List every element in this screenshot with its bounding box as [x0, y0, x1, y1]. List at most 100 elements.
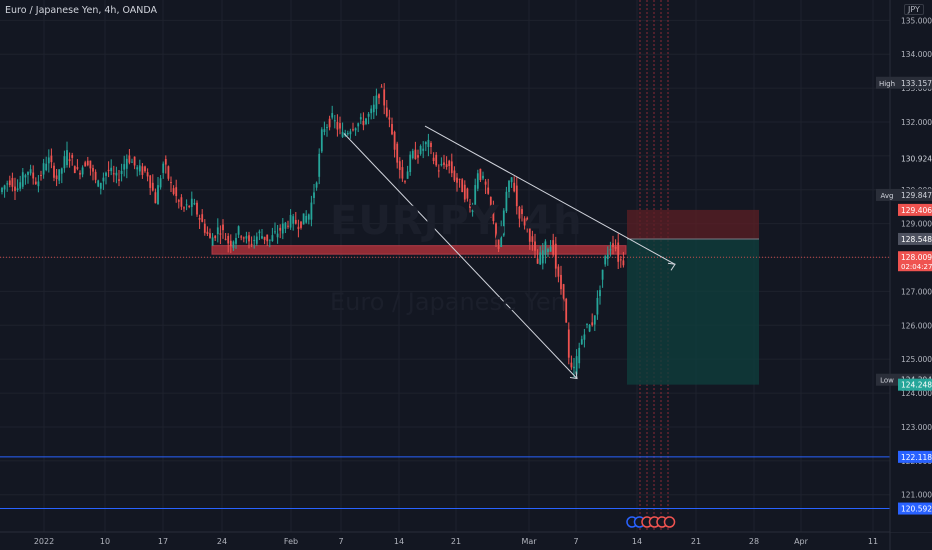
trendline-arrow-head [667, 262, 676, 271]
candle-up [162, 163, 165, 173]
candle-down [300, 221, 302, 228]
price-tag-value: 128.548 [901, 235, 932, 244]
candle-down [146, 172, 149, 177]
candle-down [570, 362, 573, 368]
candle-up [138, 165, 141, 172]
candle-up [539, 252, 542, 265]
candle-up [19, 182, 22, 189]
candle-up [115, 172, 118, 176]
candle-up [578, 347, 581, 364]
candle-down [151, 182, 154, 191]
candle-down [567, 329, 570, 358]
candle-up [471, 210, 474, 212]
candle-up [216, 227, 219, 235]
candle-down [497, 238, 500, 249]
price-tag-value: 120.592 [901, 505, 932, 514]
time-tick-label: 21 [691, 537, 701, 546]
candle-down [619, 259, 622, 261]
candle-down [565, 298, 568, 323]
candle-up [3, 185, 6, 190]
candle-down [242, 237, 245, 239]
candle-down [328, 118, 331, 128]
price-tag-value: 133.157 [901, 79, 932, 88]
candle-up [268, 239, 271, 241]
candle-down [528, 228, 531, 242]
candle-down [622, 260, 625, 266]
candle-down [378, 94, 380, 99]
candle-down [128, 155, 131, 163]
candle-down [396, 143, 399, 163]
candle-down [196, 202, 198, 215]
candle-down [437, 170, 440, 172]
candle-down [154, 192, 157, 204]
price-tag-bg [898, 203, 932, 216]
candle-down [492, 209, 495, 222]
watermark-name: Euro / Japanese Yen [330, 288, 566, 316]
resistance-zone [211, 245, 627, 255]
candle-down [164, 158, 167, 165]
candle-up [123, 164, 126, 170]
candle-down [219, 233, 222, 235]
candle-down [560, 274, 562, 290]
candle-up [422, 148, 425, 151]
candle-down [591, 322, 594, 326]
candle-up [193, 203, 196, 205]
candle-down [339, 123, 341, 129]
candle-up [24, 175, 27, 178]
candle-down [523, 218, 526, 226]
candle-up [333, 120, 336, 122]
candle-up [409, 154, 412, 172]
time-tick-label: Apr [794, 537, 809, 546]
price-tag-bg [898, 188, 932, 201]
candle-down [612, 243, 614, 248]
candle-up [575, 356, 578, 375]
price-tag-bg [898, 502, 932, 515]
candle-up [289, 214, 292, 228]
candle-up [120, 170, 123, 174]
candle-up [102, 177, 105, 182]
candle-up [440, 163, 443, 166]
time-axis [0, 532, 932, 550]
candle-up [136, 167, 139, 170]
candle-up [157, 185, 159, 205]
candle-down [198, 217, 201, 220]
candle-up [97, 180, 100, 187]
candle-down [495, 223, 497, 239]
candle-up [271, 235, 274, 242]
price-tick-label: 124.000 [901, 389, 932, 398]
price-tick-label: 129.000 [901, 220, 932, 229]
time-tick-label: 14 [394, 537, 404, 546]
price-tick-label: 121.000 [901, 491, 932, 500]
candle-down [144, 166, 146, 172]
price-tick-label: 123.000 [901, 423, 932, 432]
candle-down [466, 188, 469, 199]
price-tag-name-bg [876, 76, 898, 89]
candle-down [487, 187, 490, 194]
lower-trendline [343, 133, 578, 379]
candle-down [79, 172, 81, 175]
candle-down [294, 219, 297, 224]
candle-up [284, 222, 287, 229]
candle-down [203, 223, 206, 233]
candle-down [297, 226, 300, 230]
candle-down [50, 155, 53, 163]
candle-up [235, 237, 237, 244]
candle-up [357, 123, 360, 127]
candle-down [450, 161, 453, 174]
candle-down [404, 181, 406, 183]
candle-up [232, 241, 235, 248]
candle-down [388, 117, 391, 120]
price-tag-bg [898, 251, 932, 272]
candle-up [6, 183, 9, 185]
candle-down [76, 167, 79, 169]
time-tick-label: 28 [749, 537, 759, 546]
currency-label[interactable]: JPY [904, 4, 924, 15]
price-tag-value: 129.847 [901, 191, 932, 200]
candle-down [180, 197, 183, 207]
candle-down [554, 243, 557, 269]
candle-down [11, 177, 14, 187]
candle-up [372, 104, 375, 113]
candle-up [502, 210, 505, 236]
